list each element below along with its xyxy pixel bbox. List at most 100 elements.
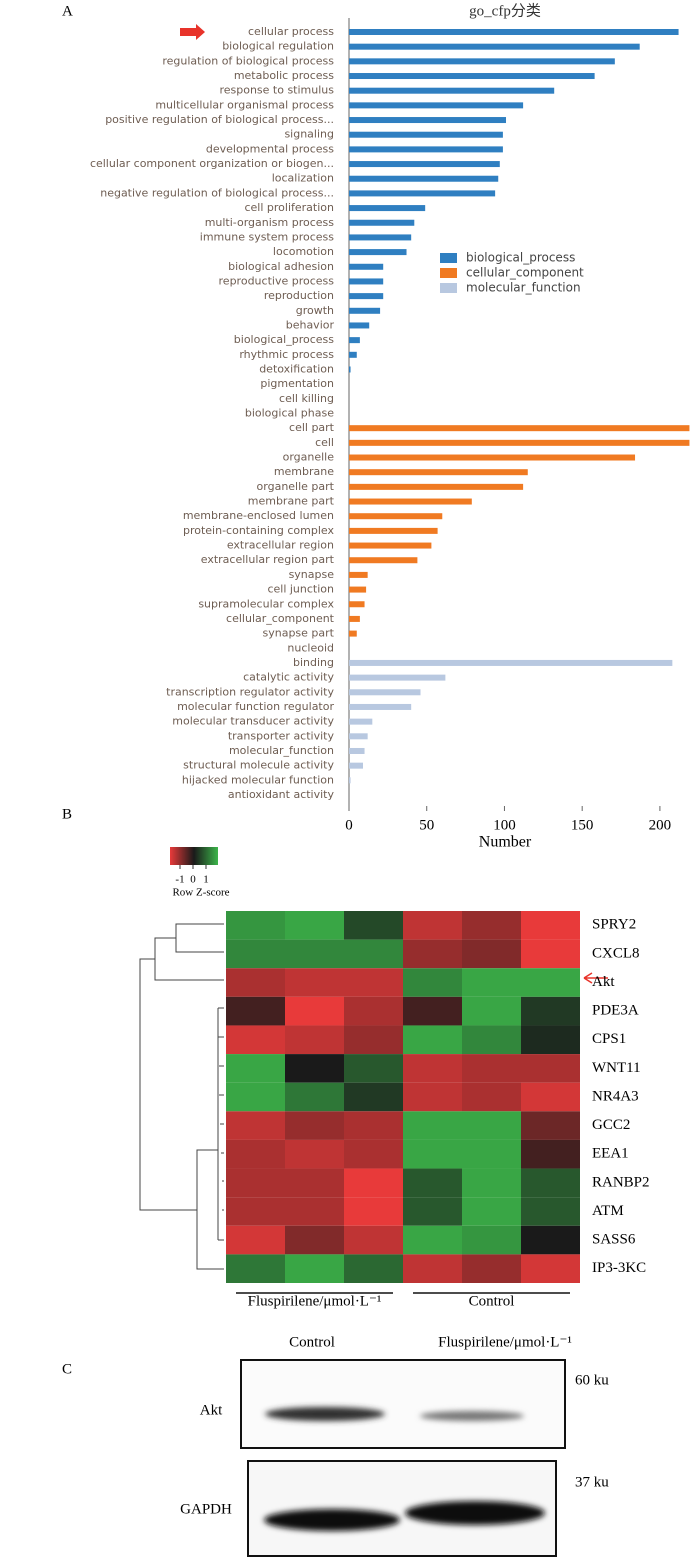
heatmap-cell bbox=[521, 939, 580, 969]
bar bbox=[349, 293, 384, 300]
heatmap-cell bbox=[462, 996, 521, 1026]
bar bbox=[349, 689, 421, 696]
legend-swatch bbox=[440, 253, 457, 263]
bar bbox=[349, 205, 426, 212]
category-label: biological regulation bbox=[222, 40, 334, 53]
heatmap-cell bbox=[226, 1225, 285, 1255]
category-label: synapse part bbox=[263, 627, 335, 640]
bar bbox=[349, 351, 357, 358]
category-label: extracellular region bbox=[227, 539, 334, 552]
bar bbox=[349, 175, 499, 182]
bar bbox=[349, 43, 640, 50]
category-label: organelle part bbox=[257, 480, 335, 493]
bar bbox=[349, 146, 503, 153]
heatmap-cell bbox=[462, 1225, 521, 1255]
category-label: pigmentation bbox=[260, 377, 334, 390]
category-label: cell proliferation bbox=[244, 201, 334, 214]
heatmap-cell bbox=[226, 1254, 285, 1283]
bar bbox=[349, 747, 365, 754]
heatmap-cell bbox=[226, 911, 285, 940]
heatmap-cell bbox=[285, 996, 344, 1026]
heatmap-cell bbox=[462, 968, 521, 997]
dendrogram bbox=[139, 923, 224, 1270]
bar bbox=[349, 557, 418, 564]
bar bbox=[349, 219, 415, 226]
category-label: positive regulation of biological proces… bbox=[105, 113, 334, 126]
panel-label: B bbox=[62, 806, 72, 822]
x-tick-label: 50 bbox=[419, 817, 434, 833]
category-label: behavior bbox=[286, 318, 335, 331]
category-label: catalytic activity bbox=[243, 671, 334, 684]
bar bbox=[349, 674, 446, 681]
heatmap-cell bbox=[403, 1082, 462, 1112]
category-label: membrane part bbox=[248, 495, 335, 508]
heatmap-cell bbox=[521, 1082, 580, 1112]
heatmap-cell bbox=[403, 996, 462, 1026]
row-label: ATM bbox=[592, 1203, 624, 1219]
category-label: hijacked molecular function bbox=[182, 773, 334, 786]
category-label: supramolecular complex bbox=[198, 597, 334, 610]
bar bbox=[349, 322, 370, 329]
row-label: EEA1 bbox=[592, 1146, 629, 1162]
category-label: cell part bbox=[289, 421, 335, 434]
category-label: cellular_component bbox=[226, 612, 335, 625]
heatmap-cell bbox=[521, 1254, 580, 1283]
column-label: Control bbox=[289, 1334, 335, 1350]
row-label: WNT11 bbox=[592, 1060, 641, 1076]
row-label: GCC2 bbox=[592, 1117, 630, 1133]
category-label: transcription regulator activity bbox=[166, 685, 334, 698]
row-label: CXCL8 bbox=[592, 945, 640, 961]
colorbar-tick-label: 1 bbox=[203, 874, 209, 886]
bar bbox=[349, 263, 384, 270]
heatmap-cell bbox=[285, 911, 344, 940]
category-label: membrane-enclosed lumen bbox=[183, 509, 334, 522]
bar bbox=[349, 161, 500, 168]
bar bbox=[349, 190, 496, 197]
category-label: cell bbox=[315, 436, 334, 449]
heatmap-cell bbox=[344, 1254, 403, 1283]
bar bbox=[349, 29, 679, 35]
heatmap-cell bbox=[462, 911, 521, 940]
category-label: protein-containing complex bbox=[183, 524, 335, 537]
category-label: molecular_function bbox=[229, 744, 334, 757]
category-label: transporter activity bbox=[228, 729, 335, 742]
category-label: molecular transducer activity bbox=[172, 715, 334, 728]
chart-title: go_cfp分类 bbox=[469, 2, 541, 19]
category-label: nucleoid bbox=[287, 641, 334, 654]
category-label: organelle bbox=[283, 451, 335, 464]
category-label: metabolic process bbox=[234, 69, 334, 82]
heatmap-cell bbox=[403, 1139, 462, 1169]
category-label: localization bbox=[272, 172, 334, 185]
bar bbox=[349, 733, 368, 740]
heatmap-cell bbox=[285, 1197, 344, 1226]
bar bbox=[349, 718, 373, 725]
category-label: antioxidant activity bbox=[228, 788, 335, 801]
heatmap-cell bbox=[462, 1139, 521, 1169]
bar bbox=[349, 337, 360, 344]
category-label: biological phase bbox=[245, 407, 334, 420]
heatmap-cell bbox=[344, 939, 403, 969]
heatmap-cell bbox=[344, 1168, 403, 1198]
heatmap-cell bbox=[226, 1197, 285, 1226]
bar bbox=[349, 659, 673, 666]
heatmap-cell bbox=[226, 1054, 285, 1083]
heatmap-cell bbox=[403, 1254, 462, 1283]
blot-bands bbox=[264, 1407, 545, 1531]
heatmap-cell bbox=[462, 1197, 521, 1226]
size-label: 60 ku bbox=[575, 1372, 609, 1388]
category-label: multicellular organismal process bbox=[155, 98, 334, 111]
heatmap-cell bbox=[521, 911, 580, 940]
heatmap-cell bbox=[226, 1025, 285, 1055]
heatmap-cell bbox=[226, 1111, 285, 1140]
heatmap-cell bbox=[285, 1082, 344, 1112]
heatmap-cell bbox=[285, 1139, 344, 1169]
heatmap-cell bbox=[285, 1254, 344, 1283]
heatmap-cell bbox=[285, 1054, 344, 1083]
heatmap-cell bbox=[521, 1168, 580, 1198]
heatmap-cell bbox=[344, 1139, 403, 1169]
heatmap-cell bbox=[521, 1025, 580, 1055]
heatmap-cell bbox=[462, 1168, 521, 1198]
x-tick-label: 0 bbox=[345, 817, 353, 833]
heatmap-cell bbox=[403, 968, 462, 997]
heatmap-cell bbox=[403, 1197, 462, 1226]
